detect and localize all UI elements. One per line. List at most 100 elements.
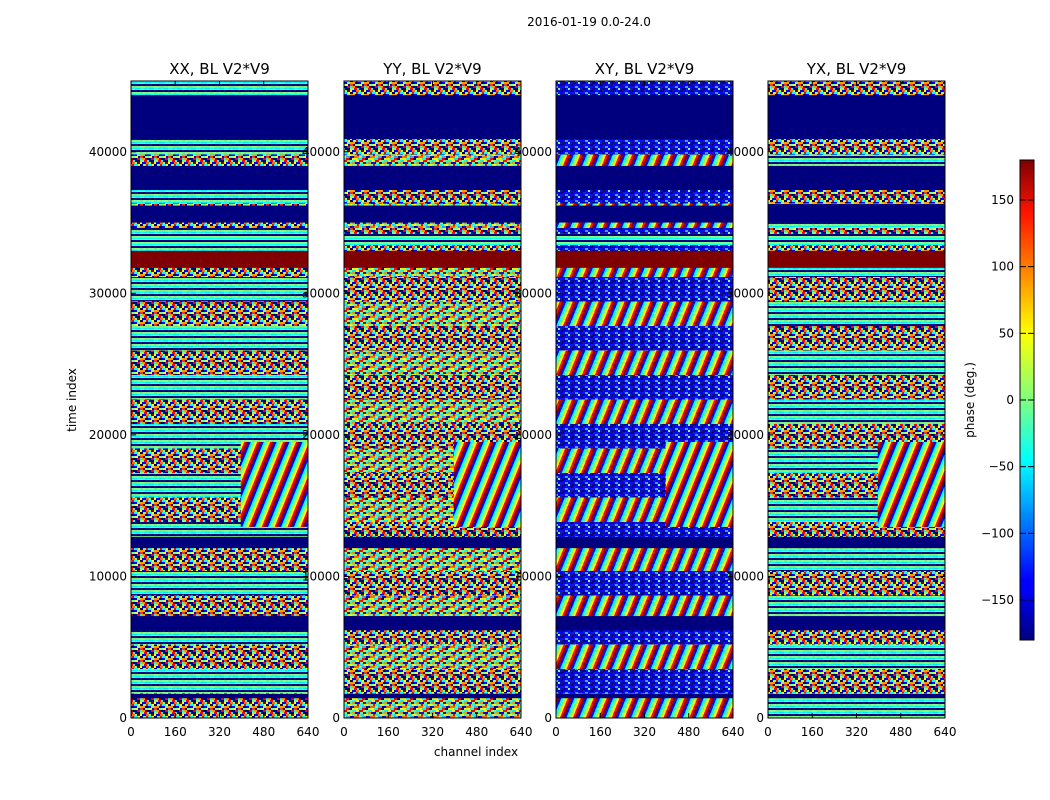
texture-band — [556, 546, 733, 571]
flagged-row — [556, 616, 733, 631]
texture-band — [131, 301, 308, 326]
texture-band — [556, 644, 733, 669]
y-tick-label: 20000 — [89, 428, 127, 442]
flagged-row — [344, 95, 521, 140]
texture-band — [131, 546, 308, 571]
colorbar-tick-label: −100 — [981, 526, 1014, 540]
texture-band — [768, 644, 945, 669]
texture-band — [131, 326, 308, 351]
y-tick-label: 0 — [756, 711, 764, 725]
x-tick-label: 160 — [801, 725, 824, 739]
texture-band — [556, 375, 733, 400]
y-tick-label: 30000 — [514, 286, 552, 300]
flagged-row — [131, 165, 308, 190]
fringe-region — [240, 441, 308, 527]
y-tick-label: 10000 — [514, 569, 552, 583]
x-tick-label: 0 — [552, 725, 560, 739]
flagged-row — [768, 693, 945, 699]
texture-band — [131, 375, 308, 400]
colorbar-tick-label: 150 — [991, 193, 1014, 207]
texture-band — [768, 350, 945, 375]
x-tick-label: 640 — [934, 725, 957, 739]
y-tick-label: 0 — [119, 711, 127, 725]
texture-band — [556, 326, 733, 351]
texture-band — [768, 571, 945, 596]
flagged-row — [344, 205, 521, 223]
y-tick-label: 20000 — [302, 428, 340, 442]
y-tick-label: 40000 — [514, 145, 552, 159]
texture-band — [344, 375, 521, 400]
texture-band — [768, 326, 945, 351]
x-tick-label: 640 — [510, 725, 533, 739]
flagged-row — [768, 616, 945, 631]
fringe-region — [453, 441, 521, 527]
texture-band — [344, 301, 521, 326]
y-tick-label: 30000 — [726, 286, 764, 300]
green-band — [131, 233, 308, 246]
green-band — [768, 233, 945, 246]
panel-title: XX, BL V2*V9 — [169, 60, 270, 78]
y-axis-label: time index — [65, 368, 79, 432]
texture-band — [768, 595, 945, 620]
texture-band — [344, 326, 521, 351]
flagged-row — [556, 95, 733, 140]
red-band — [131, 250, 308, 268]
flagged-row — [556, 693, 733, 699]
flagged-row — [131, 536, 308, 549]
panel-title: YX, BL V2*V9 — [806, 60, 907, 78]
panel-image — [768, 81, 945, 718]
red-band — [768, 250, 945, 268]
panel-1: XX, BL V2*V9 0 160 320 480 640 0 10000 20000 3000… — [89, 60, 320, 739]
x-tick-label: 320 — [208, 725, 231, 739]
fringe-region — [877, 441, 945, 527]
x-tick-label: 320 — [845, 725, 868, 739]
texture-band — [768, 301, 945, 326]
x-tick-label: 320 — [633, 725, 656, 739]
x-tick-label: 480 — [889, 725, 912, 739]
panel-4: YX, BL V2*V9 0 160 320 480 640 0 10000 20000 3000… — [726, 60, 957, 739]
y-tick-label: 40000 — [726, 145, 764, 159]
panel-2: YY, BL V2*V9 0 160 320 480 640 0 10000 20000 3000… — [302, 60, 533, 739]
colorbar-tick-label: −50 — [989, 460, 1014, 474]
x-tick-label: 0 — [764, 725, 772, 739]
colorbar-tick-label: −150 — [981, 593, 1014, 607]
flagged-row — [344, 616, 521, 631]
texture-band — [131, 571, 308, 596]
colorbar-ticks: −150 −100 −50 0 50 100 150 — [981, 193, 1034, 607]
figure-title: 2016-01-19 0.0-24.0 — [527, 15, 651, 29]
panel-image — [344, 81, 521, 718]
flagged-row — [768, 536, 945, 549]
red-band — [344, 250, 521, 268]
y-tick-label: 40000 — [89, 145, 127, 159]
texture-band — [768, 546, 945, 571]
x-tick-label: 480 — [465, 725, 488, 739]
panel-image — [131, 81, 308, 718]
y-tick-label: 40000 — [302, 145, 340, 159]
flagged-row — [768, 165, 945, 190]
texture-band — [344, 644, 521, 669]
texture-band — [556, 350, 733, 375]
flagged-row — [131, 95, 308, 140]
colorbar-tick-label: 50 — [999, 326, 1014, 340]
texture-band — [768, 277, 945, 302]
flagged-row — [556, 536, 733, 549]
texture-band — [131, 350, 308, 375]
y-tick-label: 10000 — [726, 569, 764, 583]
texture-band — [344, 595, 521, 620]
panel-title: XY, BL V2*V9 — [595, 60, 695, 78]
x-tick-label: 160 — [164, 725, 187, 739]
texture-band — [556, 301, 733, 326]
texture-band — [344, 669, 521, 694]
x-tick-label: 640 — [722, 725, 745, 739]
texture-band — [344, 546, 521, 571]
texture-band — [131, 277, 308, 302]
texture-band — [556, 571, 733, 596]
y-tick-label: 0 — [332, 711, 340, 725]
texture-band — [556, 595, 733, 620]
texture-band — [344, 350, 521, 375]
flagged-row — [131, 205, 308, 223]
texture-band — [556, 669, 733, 694]
texture-band — [768, 399, 945, 424]
flagged-row — [556, 205, 733, 223]
